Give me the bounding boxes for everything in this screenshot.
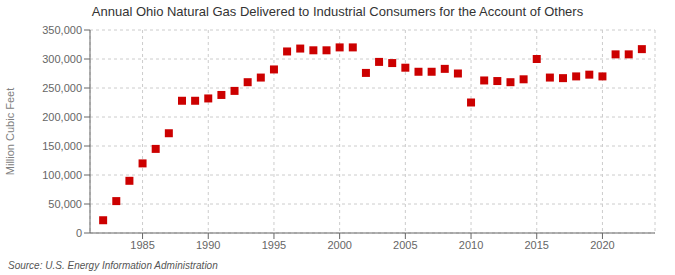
svg-text:2010: 2010: [459, 239, 483, 251]
svg-text:Million Cubic Feet: Million Cubic Feet: [8, 88, 16, 175]
svg-text:200,000: 200,000: [42, 111, 82, 123]
svg-text:150,000: 150,000: [42, 140, 82, 152]
html-text:Source: U.S. Energy Informatio: Source: U.S. Energy Information Administ…: [8, 260, 218, 271]
svg-text:100,000: 100,000: [42, 169, 82, 181]
svg-text:2015: 2015: [525, 239, 549, 251]
svg-text:0: 0: [76, 227, 82, 239]
svg-text:2020: 2020: [590, 239, 614, 251]
svg-text:50,000: 50,000: [48, 198, 82, 210]
svg-text:1995: 1995: [262, 239, 286, 251]
svg-text:1990: 1990: [196, 239, 220, 251]
svg-text:2000: 2000: [327, 239, 351, 251]
svg-text:350,000: 350,000: [42, 24, 82, 36]
html-text:Annual Ohio Natural Gas Delive: Annual Ohio Natural Gas Delivered to Ind…: [91, 4, 584, 19]
svg-text:2005: 2005: [393, 239, 417, 251]
svg-text:250,000: 250,000: [42, 82, 82, 94]
svg-text:300,000: 300,000: [42, 53, 82, 65]
svg-text:1985: 1985: [130, 239, 154, 251]
